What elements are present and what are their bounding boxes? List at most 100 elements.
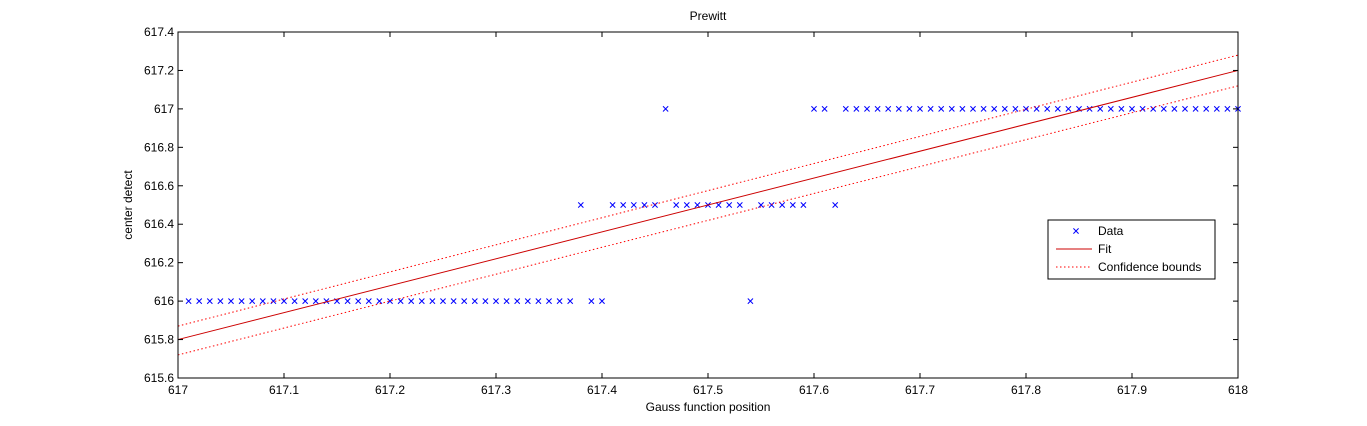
data-point (206, 298, 213, 305)
data-point (450, 298, 457, 305)
data-point (1107, 105, 1114, 112)
y-tick-label: 615.6 (144, 371, 174, 385)
data-point (418, 298, 425, 305)
y-tick-label: 616.6 (144, 179, 174, 193)
data-point (185, 298, 192, 305)
data-point (503, 298, 510, 305)
data-point (842, 105, 849, 112)
fit-line (177, 69, 1239, 341)
y-tick-label: 616 (154, 294, 174, 308)
data-point (832, 202, 839, 208)
y-tick-label: 616.8 (144, 140, 174, 154)
data-point (482, 298, 489, 305)
data-point (652, 202, 658, 208)
data-point (938, 105, 945, 112)
data-point (249, 298, 256, 305)
data-point (662, 105, 669, 112)
data-point (1044, 105, 1051, 112)
data-point (906, 105, 913, 112)
data-point (1065, 105, 1072, 112)
legend-label-data: Data (1098, 224, 1124, 238)
data-point (853, 105, 860, 112)
x-tick-label: 617.4 (587, 383, 617, 397)
data-point (683, 202, 690, 208)
data-point (270, 298, 277, 305)
data-point (196, 298, 203, 305)
data-point (1224, 105, 1231, 112)
data-point (302, 298, 309, 305)
y-tick-label: 616.4 (144, 217, 174, 231)
data-point (556, 298, 563, 305)
data-point (673, 202, 680, 208)
y-tick-label: 615.8 (144, 333, 174, 347)
data-point (959, 105, 966, 112)
data-point (312, 298, 319, 305)
data-point (567, 298, 574, 305)
data-point (726, 202, 733, 208)
data-point (1001, 105, 1008, 112)
x-tick-label: 617.3 (481, 383, 511, 397)
data-point (461, 298, 468, 305)
x-tick-label: 617.6 (799, 383, 829, 397)
x-tick-label: 617 (168, 383, 188, 397)
data-point (885, 105, 892, 112)
data-point (895, 105, 902, 112)
legend-label-bounds: Confidence bounds (1098, 260, 1201, 274)
data-point (281, 298, 287, 305)
y-tick-label: 617.4 (144, 25, 174, 39)
data-point (408, 298, 415, 305)
data-point (991, 105, 998, 112)
data-point (768, 202, 775, 208)
data-point (514, 298, 521, 305)
data-point (1086, 105, 1093, 112)
data-point (1160, 105, 1167, 112)
data-point (599, 298, 605, 305)
data-point (217, 298, 224, 305)
x-tick-label: 617.1 (269, 383, 299, 397)
data-point (620, 202, 627, 208)
data-point (1203, 105, 1210, 112)
data-point (948, 105, 955, 112)
x-tick-label: 617.5 (693, 383, 723, 397)
x-tick-label: 618 (1228, 383, 1248, 397)
y-tick-label: 616.2 (144, 256, 174, 270)
legend-label-fit: Fit (1098, 242, 1112, 256)
y-axis-label: center detect (121, 170, 135, 240)
data-point (1171, 105, 1178, 112)
x-tick-label: 617.7 (905, 383, 935, 397)
y-tick-label: 617.2 (144, 63, 174, 77)
data-point (291, 298, 298, 305)
data-point (811, 105, 817, 112)
data-point (874, 105, 881, 112)
data-point (535, 298, 542, 305)
data-point (493, 298, 499, 305)
data-point (376, 298, 383, 305)
y-tick-label: 617 (154, 102, 174, 116)
data-point (1192, 105, 1199, 112)
data-point (789, 202, 796, 208)
data-point (1129, 105, 1135, 112)
data-point (323, 298, 330, 305)
data-point (471, 298, 478, 305)
data-point (1054, 105, 1061, 112)
data-point (800, 202, 807, 208)
data-point (779, 202, 786, 208)
data-point (387, 298, 393, 305)
data-point (609, 202, 616, 208)
data-point (970, 105, 976, 112)
data-point (1150, 105, 1157, 112)
data-point (524, 298, 531, 305)
data-point (577, 202, 584, 208)
data-point (715, 202, 722, 208)
data-point (1023, 105, 1029, 112)
data-point (821, 105, 828, 112)
data-point (630, 202, 637, 208)
data-point (641, 202, 648, 208)
data-point (344, 298, 351, 305)
data-point (1118, 105, 1125, 112)
data-point (747, 298, 754, 305)
data-point (365, 298, 372, 305)
data-point (588, 298, 595, 305)
data-point (736, 202, 743, 208)
